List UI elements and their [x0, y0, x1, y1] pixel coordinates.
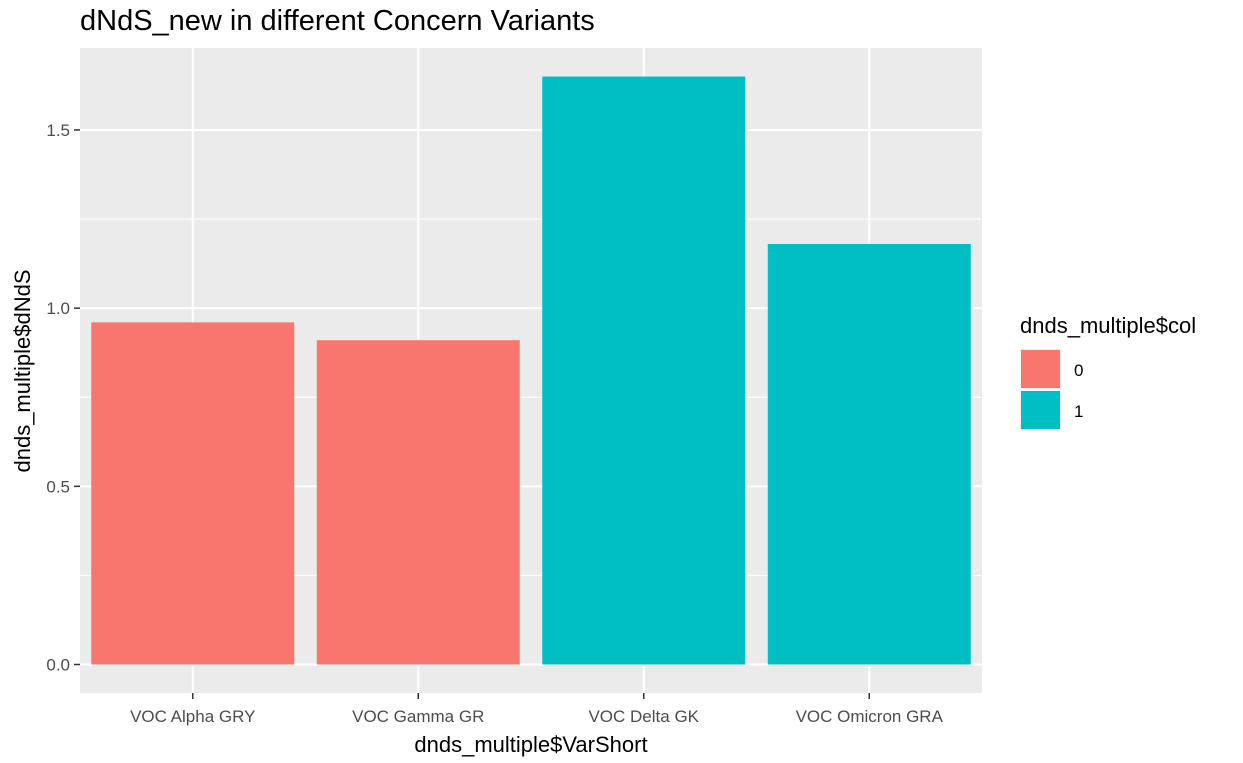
- x-tick-label: VOC Alpha GRY: [130, 707, 255, 726]
- y-tick-label: 1.5: [46, 121, 70, 140]
- x-axis-ticks: VOC Alpha GRY VOC Gamma GR VOC Delta GK VOC…: [130, 693, 944, 726]
- legend-swatch-1: [1021, 391, 1060, 429]
- legend: dnds_multiple$col 0 1: [1020, 313, 1196, 430]
- legend-swatch-0: [1021, 350, 1060, 388]
- y-axis-ticks: 0.0 0.5 1.0 1.5: [46, 121, 80, 674]
- bar-voc-omicron-gra: [767, 243, 971, 665]
- bar-voc-delta-gk: [542, 76, 746, 665]
- legend-title: dnds_multiple$col: [1020, 313, 1196, 338]
- x-tick-label: VOC Omicron GRA: [796, 707, 944, 726]
- x-tick-label: VOC Gamma GR: [352, 707, 484, 726]
- y-axis-title: dnds_multiple$dNdS: [10, 269, 35, 472]
- x-axis-title: dnds_multiple$VarShort: [414, 732, 647, 757]
- legend-label-0: 0: [1074, 361, 1083, 380]
- x-tick-label: VOC Delta GK: [588, 707, 699, 726]
- bar-voc-alpha-gry: [91, 322, 295, 665]
- y-tick-label: 0.5: [46, 477, 70, 496]
- bar-voc-gamma-gr: [316, 340, 520, 665]
- y-tick-label: 1.0: [46, 299, 70, 318]
- y-tick-label: 0.0: [46, 655, 70, 674]
- chart-title: dNdS_new in different Concern Variants: [80, 5, 595, 37]
- bars: [91, 76, 971, 665]
- legend-label-1: 1: [1074, 402, 1083, 421]
